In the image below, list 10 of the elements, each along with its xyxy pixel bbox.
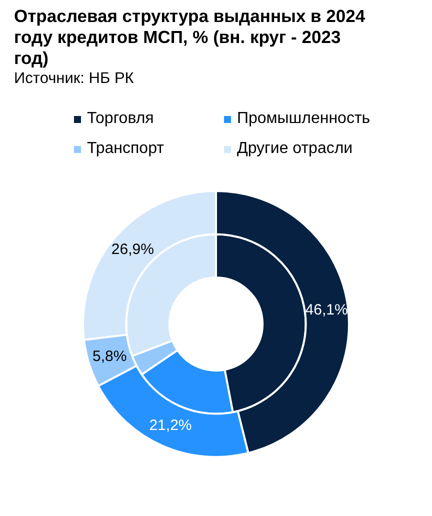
text: Источник: НБ РК <box>14 69 135 88</box>
chart-title: Отраслевая структура выданных в 2024 году кредитов МСП, % (вн. круг - 2023 год) <box>14 6 366 69</box>
data-label: 26,9% <box>111 241 154 258</box>
data-label: 46,1% <box>305 302 348 319</box>
legend-label: Промышленность <box>237 110 370 128</box>
legend-label: Транспорт <box>87 140 164 158</box>
legend-label: Торговля <box>87 110 154 128</box>
legend-label: Другие отрасли <box>237 140 353 158</box>
data-label: 5,8% <box>92 348 127 366</box>
data-label: 21,2% <box>149 416 192 434</box>
